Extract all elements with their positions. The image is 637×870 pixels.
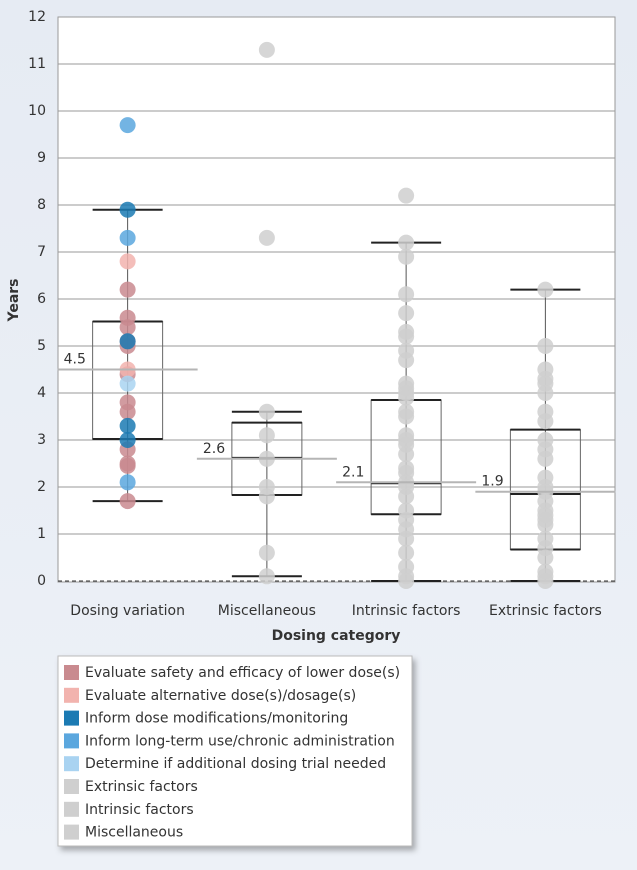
legend-label: Evaluate safety and efficacy of lower do… — [85, 665, 400, 681]
data-point — [119, 253, 136, 270]
data-point — [537, 450, 554, 467]
y-tick-label: 1 — [37, 526, 46, 542]
mean-label: 1.9 — [481, 474, 503, 490]
legend-label: Extrinsic factors — [85, 779, 198, 795]
data-point — [537, 516, 554, 533]
data-point — [398, 234, 415, 251]
legend-label: Evaluate alternative dose(s)/dosage(s) — [85, 688, 356, 704]
y-tick-label: 0 — [37, 573, 46, 589]
data-point — [119, 309, 136, 326]
data-point — [537, 413, 554, 430]
data-point — [398, 408, 415, 425]
data-point — [258, 488, 275, 505]
data-point — [537, 281, 554, 298]
y-tick-label: 7 — [37, 244, 46, 260]
y-tick-label: 5 — [37, 338, 46, 354]
mean-label: 4.5 — [64, 352, 86, 368]
data-point — [119, 417, 136, 434]
data-point — [119, 455, 136, 472]
y-tick-label: 12 — [28, 9, 46, 25]
data-point — [398, 530, 415, 547]
data-point — [398, 187, 415, 204]
data-point — [119, 201, 136, 218]
data-point — [398, 328, 415, 345]
data-point — [258, 568, 275, 585]
y-tick-label: 6 — [37, 291, 46, 307]
legend-label: Intrinsic factors — [85, 802, 194, 818]
data-point — [119, 493, 136, 510]
legend-label: Determine if additional dosing trial nee… — [85, 756, 386, 772]
y-axis-label: Years — [6, 278, 22, 322]
y-tick-label: 10 — [28, 103, 46, 119]
data-point — [258, 544, 275, 561]
mean-label: 2.1 — [342, 464, 364, 480]
data-point — [119, 281, 136, 298]
legend-swatch — [64, 756, 79, 772]
y-tick-label: 9 — [37, 150, 46, 166]
x-axis-label: Dosing category — [272, 628, 401, 644]
data-point — [398, 286, 415, 303]
legend-swatch — [64, 733, 79, 749]
data-point — [537, 549, 554, 566]
legend-swatch — [64, 687, 79, 703]
y-tick-label: 2 — [37, 479, 46, 495]
data-point — [398, 389, 415, 406]
data-point — [398, 488, 415, 505]
data-point — [258, 427, 275, 444]
legend-box — [57, 655, 413, 847]
legend-label: Inform dose modifications/monitoring — [85, 711, 348, 727]
y-tick-label: 4 — [37, 385, 46, 401]
data-point — [537, 573, 554, 589]
data-point — [119, 229, 136, 246]
y-tick-label: 11 — [28, 56, 46, 72]
legend-swatch — [64, 779, 79, 794]
y-tick-label: 3 — [37, 432, 46, 448]
mean-label: 2.6 — [203, 441, 225, 457]
data-point — [398, 305, 415, 322]
legend-label: Inform long-term use/chronic administrat… — [85, 733, 395, 749]
data-point — [119, 375, 136, 392]
data-point — [119, 333, 136, 350]
legend-swatch — [64, 710, 79, 726]
x-tick-label: Dosing variation — [70, 603, 185, 619]
legend-swatch — [64, 801, 79, 817]
x-tick-label: Miscellaneous — [218, 603, 316, 619]
data-point — [537, 338, 554, 354]
legend-swatch — [64, 665, 79, 680]
x-tick-label: Intrinsic factors — [352, 603, 461, 619]
data-point — [119, 432, 136, 448]
y-tick-label: 8 — [37, 197, 46, 213]
data-point — [258, 403, 275, 420]
data-point — [398, 446, 415, 463]
data-point — [119, 117, 136, 134]
data-point — [398, 352, 415, 369]
data-point — [398, 544, 415, 561]
legend-label: Miscellaneous — [85, 825, 183, 841]
data-point — [537, 385, 554, 401]
data-point — [119, 394, 136, 411]
legend-swatch — [64, 824, 79, 840]
data-point — [258, 229, 275, 246]
data-point — [258, 41, 275, 58]
data-point — [398, 573, 415, 589]
data-point — [398, 248, 415, 265]
data-point — [119, 474, 136, 491]
x-tick-label: Extrinsic factors — [489, 603, 602, 619]
